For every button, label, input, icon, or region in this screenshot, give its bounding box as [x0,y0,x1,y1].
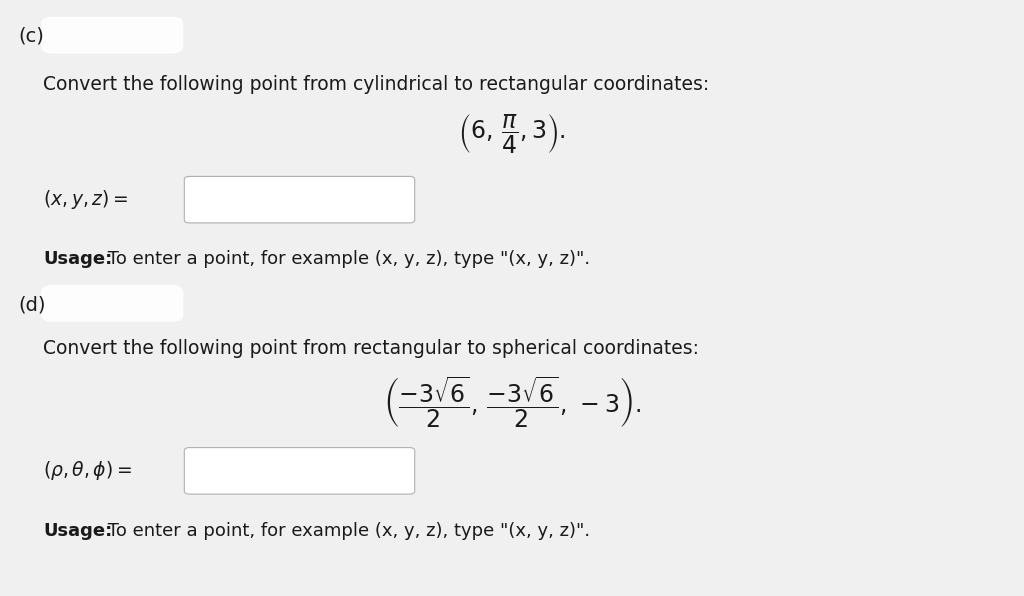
Text: Convert the following point from cylindrical to rectangular coordinates:: Convert the following point from cylindr… [43,74,710,94]
Text: Usage:: Usage: [43,250,113,268]
Text: $\left(6,\,\dfrac{\pi}{4},3\right).$: $\left(6,\,\dfrac{\pi}{4},3\right).$ [458,113,566,156]
Text: $(x, y, z) =$: $(x, y, z) =$ [43,188,128,211]
Text: To enter a point, for example (x, y, z), type "(x, y, z)".: To enter a point, for example (x, y, z),… [102,250,591,268]
Text: Usage:: Usage: [43,522,113,539]
Text: To enter a point, for example (x, y, z), type "(x, y, z)".: To enter a point, for example (x, y, z),… [102,522,591,539]
Text: (d): (d) [18,295,46,314]
FancyBboxPatch shape [184,176,415,223]
FancyBboxPatch shape [184,448,415,494]
FancyBboxPatch shape [41,17,183,54]
Text: (c): (c) [18,27,44,46]
FancyBboxPatch shape [41,285,183,322]
Text: Convert the following point from rectangular to spherical coordinates:: Convert the following point from rectang… [43,339,699,358]
Text: $\left(\dfrac{-3\sqrt{6}}{2},\,\dfrac{-3\sqrt{6}}{2},\,-3\right).$: $\left(\dfrac{-3\sqrt{6}}{2},\,\dfrac{-3… [383,374,641,430]
Text: $(\rho, \theta, \phi) =$: $(\rho, \theta, \phi) =$ [43,460,132,482]
